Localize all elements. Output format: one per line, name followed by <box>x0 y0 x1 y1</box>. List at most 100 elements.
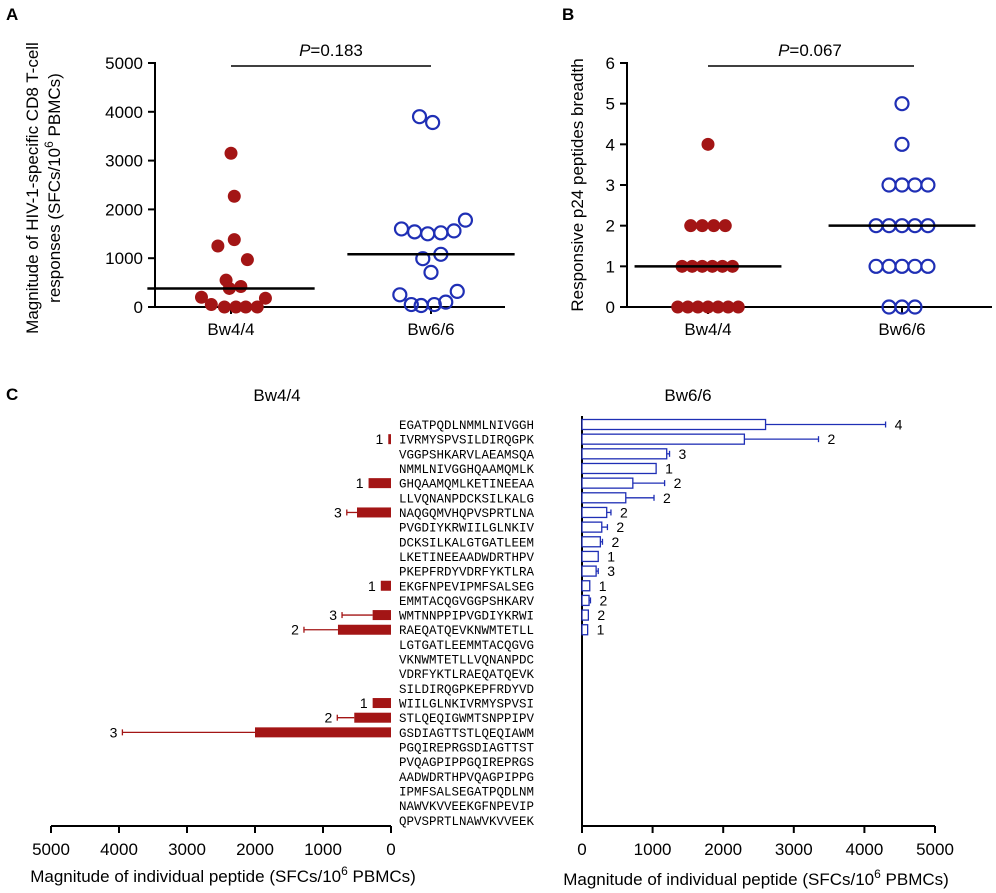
panel-a-xtick-label-bw4: Bw4/4 <box>207 320 254 339</box>
panel-b-points <box>634 96 976 315</box>
panel-a-point-bw4 <box>227 189 241 203</box>
panel-c-bar-bw4 <box>380 580 391 591</box>
panel-c-peptide-label: VKNWMTETLLVQNANPDC <box>399 654 534 668</box>
panel-c-left-xtick-label: 4000 <box>100 840 138 859</box>
panel-letter-a: A <box>6 5 18 24</box>
panel-a-point-bw4 <box>239 300 253 314</box>
panel-b-ytick-label: 1 <box>606 257 615 276</box>
panel-b-point-bw4 <box>731 300 745 314</box>
panel-a-ytick-label: 3000 <box>105 152 143 171</box>
panel-c-peptide-label: IPMFSALSEGATPQDLNM <box>399 786 534 800</box>
panel-c-count-bw4: 1 <box>375 431 383 447</box>
panel-c-peptide-label: SILDIRQGPKEPFRDYVD <box>399 683 534 697</box>
panel-c-peptide-label: EKGFNPEVIPMFSALSEG <box>399 580 534 594</box>
panel-c-bar-bw4 <box>354 712 391 723</box>
panel-a-ytick-label: 5000 <box>105 54 143 73</box>
panel-b-point-bw6 <box>881 177 897 193</box>
panel-b-ytick-label: 0 <box>606 298 615 317</box>
panel-c-peptide-label: GHQAAMQMLKETINEEAA <box>399 478 535 492</box>
panel-a-point-bw4 <box>194 290 208 304</box>
panel-b-ytick-label: 3 <box>606 176 615 195</box>
panel-a-point-bw6 <box>403 296 419 313</box>
panel-a-ytick-label: 2000 <box>105 200 143 219</box>
panel-c-count-bw6: 1 <box>665 460 673 476</box>
panel-a-point-bw6 <box>415 251 431 267</box>
panel-c-bar-bw6 <box>581 624 589 636</box>
panel-b-point-bw4 <box>684 219 698 233</box>
panel-a-ylabel-line2: responses (SFCs/106 PBMCs) <box>42 73 64 303</box>
panel-b-point-bw6 <box>881 258 897 274</box>
panel-c-peptide-label: STLQEQIGWMTSNPPIPV <box>399 712 535 726</box>
panel-b-chart: Responsive p24 peptides breadth 0123456 … <box>568 41 992 339</box>
panel-c-count-bw6: 2 <box>597 607 605 623</box>
panel-a-point-bw4 <box>227 233 241 247</box>
panel-c-bar-bw6 <box>581 462 657 475</box>
panel-a-points <box>147 109 515 314</box>
panel-a-x-ticks: Bw4/4 Bw6/6 <box>207 307 455 339</box>
panel-b-point-bw6 <box>894 177 910 193</box>
panel-a-ytick-label: 4000 <box>105 103 143 122</box>
panel-c-count-bw6: 1 <box>597 622 605 638</box>
panel-c-peptide-label: GSDIAGTTSTLQEQIAWM <box>399 727 534 741</box>
panel-c-x-ticks: 0 0 1000 1000 2000 2000 3000 3000 4000 4000 5000 50… <box>32 826 954 859</box>
panel-c-left-xtick-label: 1000 <box>304 840 342 859</box>
panel-b-point-bw6 <box>907 177 923 193</box>
panel-c-peptide-label: PVQAGPIPPGQIREPRGS <box>399 756 534 770</box>
panel-c-peptide-label: WMTNNPPIPVGDIYKRWI <box>399 610 534 624</box>
panel-b-point-bw4 <box>721 300 735 314</box>
panel-b-point-bw4 <box>695 219 709 233</box>
panel-b-pvalue: P=0.067 <box>778 41 842 60</box>
panel-c-peptide-label: PGQIREPRGSDIAGTTST <box>399 742 535 756</box>
panel-c-bar-bw4 <box>372 610 391 621</box>
panel-c-bar-bw4 <box>255 727 391 738</box>
panel-a-point-bw6 <box>449 283 465 299</box>
panel-c-bar-bw6 <box>581 448 668 460</box>
panel-c-count-bw6: 2 <box>611 534 619 550</box>
panel-c-count-bw6: 3 <box>607 563 615 579</box>
panel-c-bar-bw6 <box>581 521 603 533</box>
panel-b-ytick-label: 2 <box>606 217 615 236</box>
panel-b-point-bw6 <box>894 136 910 152</box>
panel-c-count-bw6: 2 <box>599 592 607 608</box>
panel-c-count-bw4: 1 <box>360 695 368 711</box>
panel-c-bar-bw4 <box>372 698 391 709</box>
panel-a-point-bw6 <box>407 224 423 240</box>
panel-a-point-bw4 <box>204 298 218 312</box>
panel-b-ylabel: Responsive p24 peptides breadth <box>568 58 587 311</box>
panel-c-peptide-label: AADWDRTHPVQAGPIPPG <box>399 771 534 785</box>
panel-c-left-xtick-label: 0 <box>386 840 395 859</box>
panel-c-count-bw4: 3 <box>334 504 342 520</box>
panel-c-peptide-label: VDRFYKTLRAEQATQEVK <box>399 668 535 682</box>
panel-a-point-bw6 <box>438 294 454 310</box>
panel-a-point-bw6 <box>420 226 436 242</box>
panel-c-count-bw6: 2 <box>674 475 682 491</box>
panel-a-point-bw4 <box>224 146 238 160</box>
panel-b-point-bw4 <box>691 300 705 314</box>
panel-c-right-title: Bw6/6 <box>664 386 711 405</box>
panel-c-count-bw4: 3 <box>110 724 118 740</box>
panel-b-ytick-label: 4 <box>606 135 615 154</box>
panel-c-peptide-label: NAWVKVVEEKGFNPEVIP <box>399 800 534 814</box>
panel-c-count-bw6: 2 <box>616 519 624 535</box>
panel-c-peptide-label: LGTGATLEEMMTACQGVG <box>399 639 534 653</box>
panel-a-ytick-label: 1000 <box>105 249 143 268</box>
panel-c-count-bw4: 2 <box>324 710 332 726</box>
panel-a-xtick-label-bw6: Bw6/6 <box>407 320 454 339</box>
panel-c-right-xtick-label: 0 <box>577 840 586 859</box>
panel-b-point-bw6 <box>894 258 910 274</box>
panel-c-count-bw6: 2 <box>828 431 836 447</box>
panel-c-peptide-label: VGGPSHKARVLAEAMSQA <box>399 448 535 462</box>
panel-c-bar-bw6 <box>581 433 746 445</box>
panel-b-point-bw4 <box>707 219 721 233</box>
panel-c-count-bw4: 1 <box>368 578 376 594</box>
panel-c-right-xtick-label: 2000 <box>704 840 742 859</box>
panel-a-ytick-label: 0 <box>134 298 143 317</box>
panel-b-point-bw4 <box>681 300 695 314</box>
panel-letter-c: C <box>6 385 18 404</box>
panel-c-bar-bw6 <box>581 536 602 548</box>
panel-c-bar-bw6 <box>581 565 597 577</box>
panel-a-point-bw6 <box>457 212 474 228</box>
panel-c-count-bw6: 1 <box>607 548 615 564</box>
